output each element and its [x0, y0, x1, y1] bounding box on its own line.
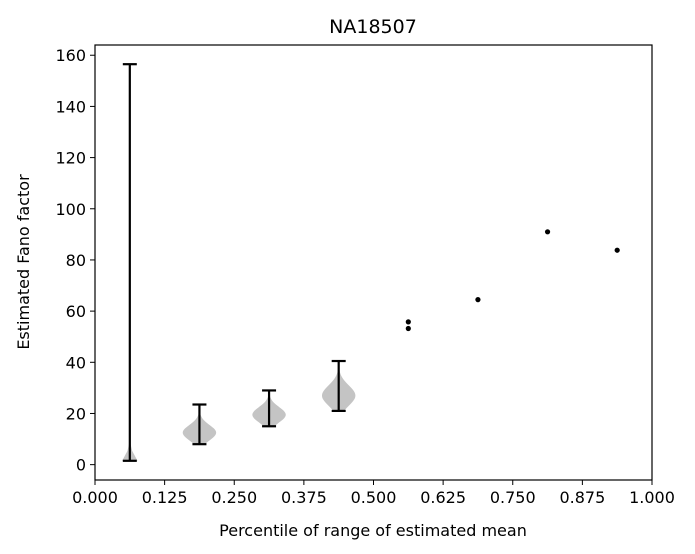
data-point	[614, 247, 620, 253]
x-tick-label: 0.250	[211, 488, 257, 507]
x-axis-label: Percentile of range of estimated mean	[219, 521, 527, 540]
plot-area	[94, 44, 653, 481]
x-axis: 0.000 0.125 0.250 0.375 0.500 0.625 0.750 0.875…	[72, 480, 675, 507]
x-tick-label: 0.875	[559, 488, 605, 507]
x-tick-label: 0.500	[351, 488, 397, 507]
violin	[321, 359, 356, 413]
violins-group	[122, 63, 356, 462]
x-tick-label: 0.625	[420, 488, 466, 507]
y-tick-label: 140	[55, 97, 86, 116]
data-point	[544, 229, 551, 235]
y-tick-label: 60	[66, 302, 86, 321]
x-tick-label: 0.000	[72, 488, 118, 507]
y-tick-label: 100	[55, 200, 86, 219]
chart-title: NA18507	[329, 16, 417, 38]
data-point	[405, 319, 411, 325]
x-tick-label: 0.375	[281, 488, 327, 507]
y-tick-label: 20	[66, 404, 86, 423]
x-tick-label: 0.125	[142, 488, 188, 507]
y-axis-label: Estimated Fano factor	[14, 174, 33, 350]
points-group	[405, 229, 620, 332]
y-tick-label: 0	[76, 456, 86, 475]
y-axis: 0 20 40 60 80 100 120 140 160	[55, 46, 95, 475]
y-tick-label: 40	[66, 353, 86, 372]
violin	[252, 389, 286, 428]
data-point	[405, 325, 411, 332]
data-point	[475, 297, 481, 303]
y-tick-label: 80	[66, 251, 86, 270]
y-tick-label: 160	[55, 46, 86, 65]
x-tick-label: 1.000	[629, 488, 675, 507]
violin	[182, 403, 217, 446]
x-tick-label: 0.750	[490, 488, 536, 507]
plot-frame	[94, 44, 653, 481]
y-tick-label: 120	[55, 149, 86, 168]
violin	[122, 63, 138, 462]
